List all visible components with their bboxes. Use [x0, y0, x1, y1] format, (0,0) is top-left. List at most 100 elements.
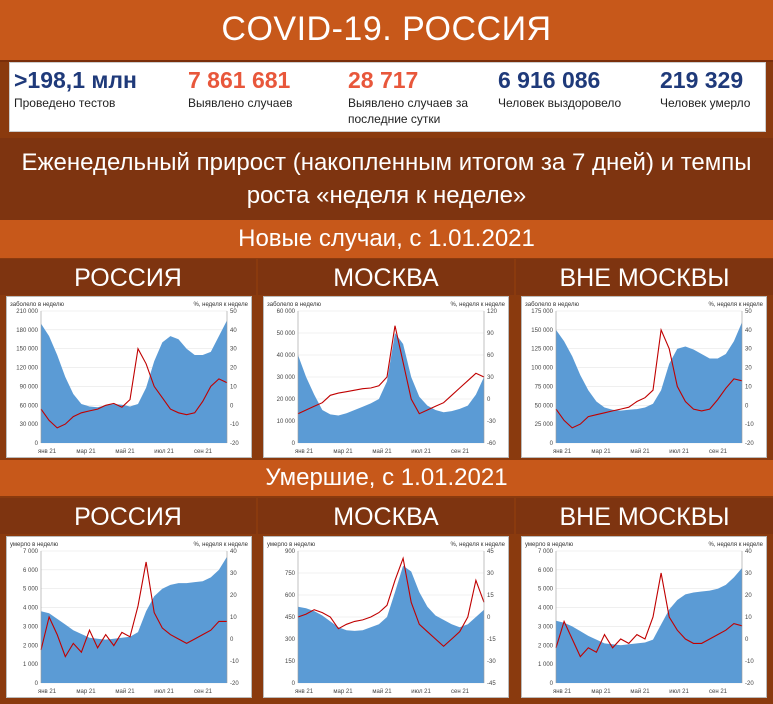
x-tick: мар 21	[591, 689, 611, 695]
area-series	[298, 565, 484, 683]
stat-tests: >198,1 млн Проведено тестов	[14, 63, 174, 111]
y-tick-right: 40	[230, 328, 237, 334]
y-tick-right: -10	[745, 422, 754, 428]
y-tick-left: 210 000	[16, 309, 38, 315]
subtitle: Еженедельный прирост (накопленным итогом…	[21, 149, 752, 209]
y-tick-right: 15	[487, 593, 494, 599]
stat-label: Проведено тестов	[14, 96, 116, 110]
y-axis-label-left: заболело в неделю	[525, 302, 579, 308]
y-tick-right: 20	[230, 366, 237, 372]
y-tick-right: 50	[230, 309, 237, 315]
y-tick-left: 0	[550, 441, 554, 447]
region-header-moscow-deaths: МОСКВА	[258, 498, 514, 534]
y-tick-left: 5 000	[23, 587, 39, 593]
y-tick-right: 10	[230, 615, 237, 621]
x-tick: июл 21	[411, 689, 431, 695]
y-tick-left: 90 000	[20, 384, 39, 390]
y-tick-left: 0	[550, 681, 554, 687]
y-tick-right: 120	[487, 309, 498, 315]
y-tick-right: 10	[745, 384, 752, 390]
y-tick-right: -30	[487, 659, 496, 665]
y-tick-right: 0	[487, 397, 491, 403]
y-tick-left: 1 000	[538, 662, 554, 668]
y-tick-left: 2 000	[538, 643, 554, 649]
y-tick-right: 90	[487, 331, 494, 337]
x-tick: сен 21	[194, 449, 213, 455]
y-tick-left: 30 000	[277, 375, 296, 381]
region-label: РОССИЯ	[74, 264, 182, 292]
x-tick: май 21	[630, 688, 650, 695]
x-tick: июл 21	[669, 689, 689, 695]
y-tick-right: 20	[745, 366, 752, 372]
area-series	[556, 322, 742, 443]
x-tick: май 21	[115, 688, 135, 695]
stat-deaths: 219 329 Человек умерло	[660, 63, 765, 111]
chart-russia-cases: заболело в неделю %, неделя к неделе 210 0…	[10, 302, 249, 455]
stats-box: >198,1 млн Проведено тестов 7 861 681 Вы…	[9, 62, 766, 132]
y-tick-right: -30	[487, 419, 496, 425]
stat-label: Выявлено случаев	[188, 96, 293, 110]
y-tick-right: 40	[745, 549, 752, 555]
y-tick-left: 0	[292, 681, 296, 687]
y-tick-right: -10	[230, 422, 239, 428]
growth-line-series	[40, 561, 227, 658]
y-tick-left: 6 000	[538, 568, 554, 574]
y-tick-right: -10	[230, 659, 239, 665]
x-tick: сен 21	[451, 449, 470, 455]
stat-value: 28 717	[348, 67, 419, 93]
y-axis-label-right: %, неделя к неделе	[450, 302, 505, 308]
chart-panel-outside-cases: заболело в неделю %, неделя к неделе 175 0…	[521, 296, 767, 458]
y-axis-label-right: %, неделя к неделе	[193, 542, 248, 548]
y-tick-left: 600	[285, 593, 296, 599]
y-tick-right: 0	[230, 403, 234, 409]
x-tick: июл 21	[154, 689, 174, 695]
y-tick-left: 900	[285, 549, 296, 555]
section-cases-bar: Новые случаи, с 1.01.2021	[0, 220, 773, 258]
y-tick-left: 5 000	[538, 587, 554, 593]
area-series	[41, 320, 227, 443]
y-tick-left: 10 000	[277, 419, 296, 425]
stat-cases: 7 861 681 Выявлено случаев	[188, 63, 338, 111]
region-header-russia-cases: РОССИЯ	[0, 259, 256, 295]
y-tick-left: 3 000	[538, 624, 554, 630]
region-header-moscow-cases: МОСКВА	[258, 259, 514, 295]
y-tick-left: 120 000	[16, 366, 38, 372]
y-tick-left: 40 000	[277, 353, 296, 359]
y-tick-right: 0	[745, 637, 749, 643]
y-tick-right: 45	[487, 549, 494, 555]
y-axis-label-right: %, неделя к неделе	[708, 302, 763, 308]
x-tick: янв 21	[38, 689, 57, 695]
section-cases-title: Новые случаи, с 1.01.2021	[238, 225, 535, 252]
y-tick-right: -15	[487, 637, 496, 643]
section-deaths-title: Умершие, с 1.01.2021	[265, 464, 508, 491]
y-axis-label-left: умерло в неделю	[267, 542, 316, 548]
chart-panel-russia-cases: заболело в неделю %, неделя к неделе 210 0…	[6, 296, 252, 458]
y-tick-right: 30	[745, 571, 752, 577]
x-tick: сен 21	[451, 689, 470, 695]
x-tick: мар 21	[333, 689, 353, 695]
y-tick-left: 6 000	[23, 568, 39, 574]
chart-panel-moscow-deaths: умерло в неделю %, неделя к неделе 900 750 6…	[263, 536, 509, 698]
x-tick: мар 21	[591, 449, 611, 455]
x-tick: сен 21	[194, 689, 213, 695]
x-tick: янв 21	[295, 449, 314, 455]
y-tick-right: -10	[745, 659, 754, 665]
stat-cases-day: 28 717 Выявлено случаев за последние сут…	[348, 63, 488, 127]
y-tick-right: -60	[487, 441, 496, 447]
y-tick-left: 50 000	[535, 403, 554, 409]
y-tick-left: 4 000	[23, 606, 39, 612]
y-tick-right: 0	[487, 615, 491, 621]
y-tick-right: -20	[230, 681, 239, 687]
x-tick: май 21	[372, 448, 392, 455]
y-tick-right: 20	[230, 593, 237, 599]
y-tick-right: 40	[230, 549, 237, 555]
y-tick-left: 300	[285, 637, 296, 643]
stat-value: 7 861 681	[188, 67, 291, 93]
y-tick-left: 4 000	[538, 606, 554, 612]
y-tick-left: 60 000	[20, 403, 39, 409]
x-tick: май 21	[630, 448, 650, 455]
y-axis-label-right: %, неделя к неделе	[450, 542, 505, 548]
y-tick-left: 2 000	[23, 643, 39, 649]
growth-line-series	[555, 327, 743, 429]
